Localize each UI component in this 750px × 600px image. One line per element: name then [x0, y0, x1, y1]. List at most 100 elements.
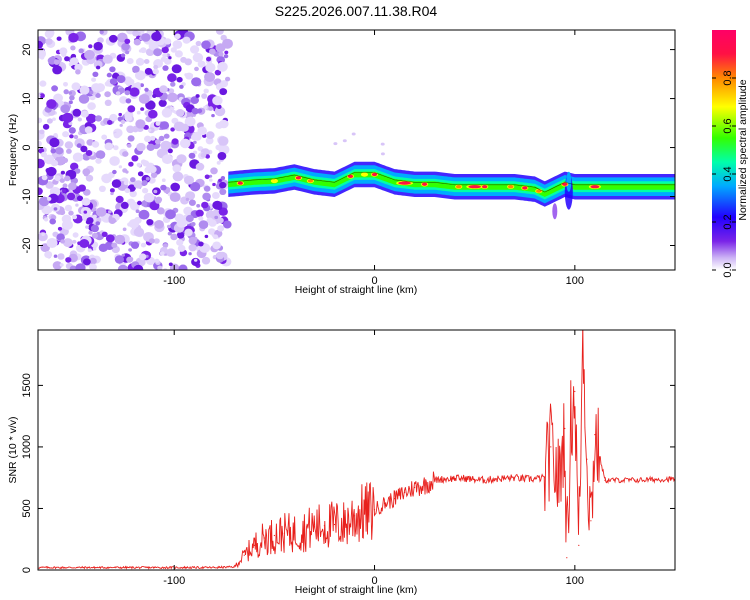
noise-blob: [212, 182, 216, 187]
ridge-hotspot: [271, 179, 278, 183]
snr-point: [303, 530, 305, 532]
snr-point: [333, 523, 336, 526]
noise-blob: [205, 62, 216, 73]
noise-blob: [132, 30, 140, 37]
y-tick-label: 20: [21, 43, 33, 55]
noise-blob: [162, 53, 168, 58]
noise-blob: [136, 162, 142, 167]
noise-blob: [156, 207, 165, 215]
noise-blob: [87, 102, 96, 110]
noise-blob: [160, 184, 167, 191]
noise-blob: [40, 151, 48, 158]
noise-blob: [129, 190, 137, 198]
noise-blob: [144, 87, 149, 92]
noise-blob: [70, 45, 76, 51]
noise-blob: [97, 37, 104, 44]
noise-blob: [79, 239, 90, 248]
noise-blob: [159, 121, 170, 130]
noise-blob: [220, 176, 226, 180]
noise-blob: [63, 175, 71, 182]
noise-blob: [127, 222, 132, 227]
noise-blob: [155, 198, 162, 204]
snr-y-axis-label: SNR (10 * v/v): [7, 416, 19, 483]
noise-blob: [179, 84, 184, 89]
noise-blob: [51, 85, 58, 92]
noise-blob: [165, 209, 176, 220]
noise-blob: [38, 48, 46, 59]
noise-blob: [143, 59, 150, 64]
noise-blob: [68, 32, 79, 43]
snr-point: [570, 421, 572, 423]
snr-point: [414, 486, 416, 489]
ridge-hotspot: [295, 176, 302, 180]
noise-blob: [172, 40, 183, 49]
noise-blob: [153, 64, 159, 70]
ridge-hotspot: [398, 181, 411, 185]
noise-blob: [195, 162, 205, 171]
noise-blob: [193, 140, 197, 144]
noise-blob: [113, 132, 121, 139]
noise-blob: [158, 99, 167, 107]
noise-blob: [150, 172, 158, 179]
noise-blob: [222, 38, 233, 49]
noise-blob: [161, 108, 173, 118]
noise-blob: [202, 192, 211, 201]
noise-blob: [53, 254, 58, 258]
noise-blob: [163, 133, 170, 139]
ridge-hotspot: [468, 185, 482, 189]
noise-blob: [91, 141, 100, 148]
noise-blob: [166, 248, 176, 257]
snr-point: [434, 479, 436, 481]
noise-blob: [208, 106, 214, 111]
snr-point: [263, 537, 265, 539]
noise-blob: [125, 50, 130, 55]
heatmap-frame: [37, 29, 676, 271]
noise-blob: [54, 175, 61, 182]
noise-blob: [201, 40, 211, 50]
noise-blob: [121, 253, 126, 257]
noise-blob: [76, 195, 84, 202]
noise-blob: [152, 94, 157, 98]
noise-blob: [217, 152, 227, 160]
noise-blob: [351, 132, 356, 136]
noise-blob: [84, 126, 93, 134]
noise-blob: [146, 219, 154, 226]
noise-blob: [95, 93, 101, 98]
snr-point: [424, 484, 426, 486]
noise-blob: [38, 187, 43, 196]
y-tick-label: -10: [21, 189, 33, 205]
noise-blob: [59, 47, 68, 55]
noise-blob: [194, 258, 198, 262]
noise-blob: [141, 200, 148, 207]
noise-blob: [176, 109, 185, 117]
noise-blob: [198, 220, 209, 230]
noise-blob: [150, 135, 156, 141]
noise-blob: [41, 232, 45, 236]
noise-blob: [38, 140, 42, 147]
noise-blob: [104, 99, 112, 107]
noise-blob: [89, 90, 94, 95]
noise-blob: [59, 209, 66, 216]
noise-blob: [57, 253, 65, 260]
noise-blob: [219, 181, 227, 189]
noise-blob: [111, 242, 118, 248]
noise-blob: [52, 65, 63, 75]
noise-blob: [86, 217, 94, 224]
noise-blob: [99, 30, 104, 35]
noise-blob: [184, 228, 193, 237]
noise-blob: [219, 119, 229, 129]
noise-blob: [191, 107, 199, 115]
noise-blob: [204, 174, 210, 180]
noise-blob: [136, 110, 141, 115]
noise-blob: [206, 217, 214, 224]
noise-blob: [62, 112, 74, 123]
noise-blob: [92, 71, 99, 78]
noise-blob: [214, 215, 219, 220]
noise-blob: [169, 192, 181, 203]
noise-blob: [101, 231, 108, 237]
noise-blob: [38, 117, 43, 124]
noise-blob: [123, 180, 129, 186]
noise-blob: [69, 265, 77, 270]
noise-blob: [124, 90, 131, 96]
